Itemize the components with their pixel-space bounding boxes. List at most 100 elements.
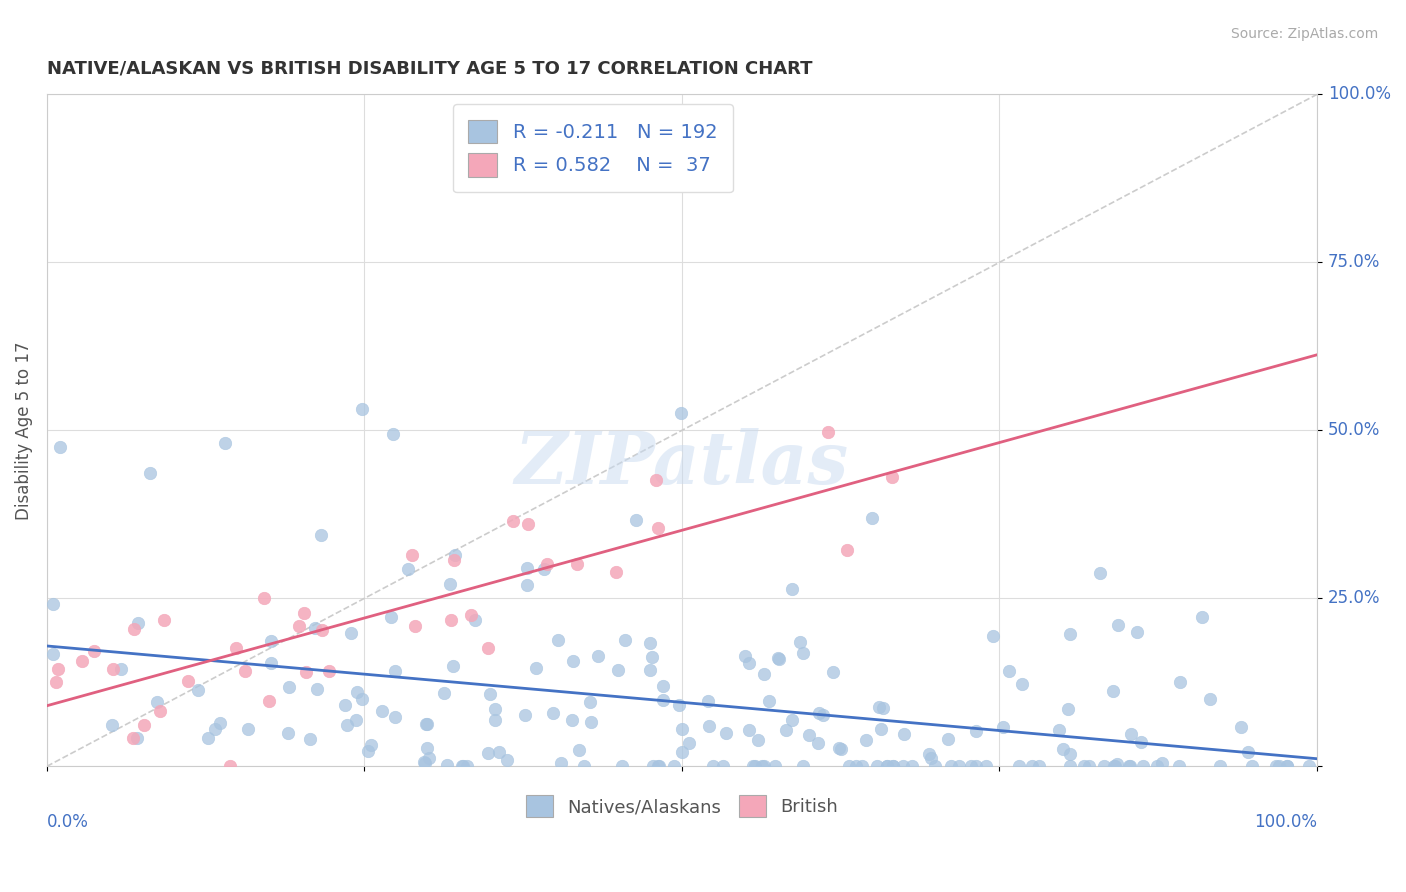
Point: [671, 745, 693, 759]
Point: [456, 759, 478, 773]
Point: [1092, 759, 1115, 773]
Point: [797, 728, 820, 742]
Point: [145, 695, 167, 709]
Point: [893, 759, 915, 773]
Point: [838, 759, 860, 773]
Point: [924, 759, 946, 773]
Point: [893, 727, 915, 741]
Point: [1028, 759, 1050, 773]
Point: [404, 618, 426, 632]
Point: [1102, 759, 1125, 773]
Point: [640, 636, 662, 650]
Point: [645, 473, 668, 487]
Point: [340, 626, 363, 640]
Point: [876, 759, 898, 773]
Point: [1052, 742, 1074, 756]
Point: [1047, 723, 1070, 738]
Point: [641, 759, 664, 773]
Point: [453, 759, 475, 773]
Point: [46, 662, 69, 676]
Point: [1265, 759, 1288, 773]
Point: [851, 759, 873, 773]
Point: [845, 759, 868, 773]
Point: [139, 466, 162, 480]
Point: [295, 665, 318, 679]
Point: [464, 613, 486, 627]
Point: [830, 742, 852, 756]
Point: [1209, 759, 1232, 773]
Point: [780, 582, 803, 596]
Point: [1059, 747, 1081, 761]
Text: ZIPatlas: ZIPatlas: [515, 428, 849, 500]
Point: [204, 722, 226, 736]
Point: [870, 722, 893, 736]
Point: [744, 759, 766, 773]
Point: [974, 758, 997, 772]
Point: [350, 691, 373, 706]
Text: Source: ZipAtlas.com: Source: ZipAtlas.com: [1230, 27, 1378, 41]
Point: [1008, 759, 1031, 773]
Point: [1104, 759, 1126, 773]
Point: [41, 647, 63, 661]
Point: [918, 747, 941, 761]
Point: [336, 718, 359, 732]
Point: [439, 577, 461, 591]
Point: [208, 716, 231, 731]
Point: [484, 713, 506, 727]
Point: [401, 549, 423, 563]
Point: [983, 629, 1005, 643]
Point: [865, 759, 887, 773]
Point: [477, 640, 499, 655]
Point: [298, 731, 321, 746]
Y-axis label: Disability Age 5 to 17: Disability Age 5 to 17: [15, 341, 32, 520]
Point: [1057, 702, 1080, 716]
Text: 0.0%: 0.0%: [46, 814, 89, 831]
Point: [647, 759, 669, 773]
Point: [477, 746, 499, 760]
Point: [396, 562, 419, 576]
Point: [418, 751, 440, 765]
Text: 75.0%: 75.0%: [1329, 253, 1381, 271]
Point: [515, 560, 537, 574]
Point: [876, 759, 898, 773]
Point: [384, 710, 406, 724]
Point: [811, 707, 834, 722]
Point: [652, 693, 675, 707]
Point: [346, 685, 368, 699]
Point: [484, 701, 506, 715]
Point: [624, 513, 647, 527]
Text: NATIVE/ALASKAN VS BRITISH DISABILITY AGE 5 TO 17 CORRELATION CHART: NATIVE/ALASKAN VS BRITISH DISABILITY AGE…: [46, 60, 813, 78]
Point: [132, 718, 155, 732]
Point: [647, 521, 669, 535]
Point: [305, 681, 328, 696]
Point: [440, 613, 463, 627]
Point: [872, 701, 894, 715]
Point: [513, 708, 536, 723]
Point: [1168, 759, 1191, 773]
Point: [259, 634, 281, 648]
Point: [127, 615, 149, 630]
Point: [236, 722, 259, 736]
Point: [789, 635, 811, 649]
Point: [751, 759, 773, 773]
Point: [1101, 684, 1123, 698]
Point: [357, 743, 380, 757]
Point: [49, 440, 72, 454]
Point: [318, 664, 340, 678]
Point: [1088, 566, 1111, 581]
Point: [607, 663, 630, 677]
Point: [758, 694, 780, 708]
Point: [579, 695, 602, 709]
Point: [766, 651, 789, 665]
Point: [828, 741, 851, 756]
Point: [384, 664, 406, 678]
Point: [638, 663, 661, 677]
Point: [991, 720, 1014, 734]
Point: [416, 716, 439, 731]
Point: [882, 759, 904, 773]
Point: [110, 662, 132, 676]
Point: [536, 557, 558, 571]
Text: 100.0%: 100.0%: [1329, 86, 1391, 103]
Point: [605, 565, 627, 579]
Point: [83, 644, 105, 658]
